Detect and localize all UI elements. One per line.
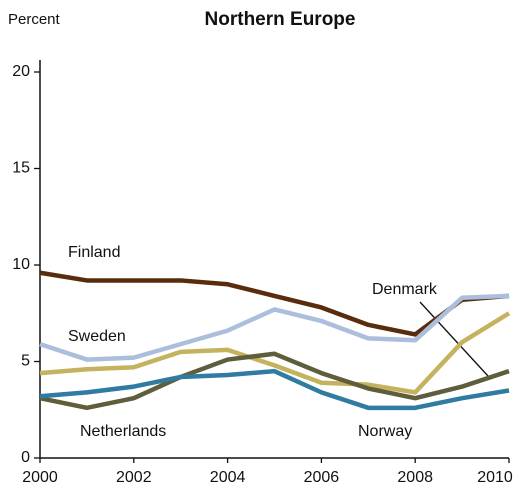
x-tick-label: 2004	[210, 469, 246, 486]
series-label: Finland	[68, 244, 120, 261]
y-tick-label: 5	[21, 353, 30, 370]
x-tick-label: 2008	[397, 469, 433, 486]
x-tick-label: 2002	[116, 469, 152, 486]
x-tick-label: 2006	[304, 469, 340, 486]
chart-title: Northern Europe	[205, 9, 356, 30]
series-line	[39, 368, 510, 411]
series-label: Netherlands	[80, 423, 166, 440]
x-tick-label: 2000	[22, 469, 58, 486]
series-label: Norway	[358, 423, 412, 440]
series-line	[39, 293, 510, 362]
series-label: Denmark	[372, 281, 438, 298]
y-axis-label: Percent	[8, 11, 61, 28]
y-tick-label: 15	[12, 160, 30, 177]
leader-line	[419, 301, 489, 377]
series-line	[39, 270, 510, 337]
series-line	[39, 351, 510, 411]
y-tick-label: 20	[12, 63, 30, 80]
series-line	[39, 311, 511, 395]
y-tick-label: 10	[12, 256, 30, 273]
y-tick-label: 0	[21, 449, 30, 466]
x-tick-label: 2010	[477, 469, 513, 486]
series-label: Sweden	[68, 328, 126, 345]
